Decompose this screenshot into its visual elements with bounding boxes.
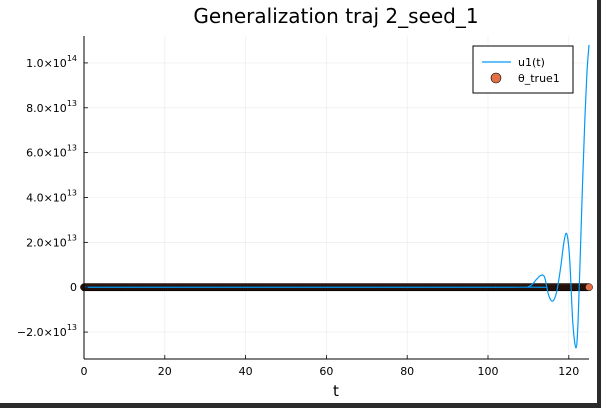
theta-true1-point [585,283,593,292]
x-tick-label: 0 [81,365,88,378]
y-tick-label: 2.0×1013 [26,233,77,249]
x-axis-label: t [333,382,339,400]
x-tick-label: 60 [319,365,333,378]
x-tick-label: 80 [400,365,414,378]
data-layer [80,44,593,349]
x-tick-label: 120 [558,365,579,378]
y-tick-label: 6.0×1013 [26,144,77,160]
u1-line [83,44,590,349]
x-tick-label: 100 [478,365,499,378]
legend-marker-swatch [490,72,502,84]
x-tick-label: 20 [158,365,172,378]
y-tick-label: 0 [70,281,77,294]
y-tick-label: 8.0×1013 [26,99,77,115]
legend-label-u1: u1(t) [518,56,545,69]
y-tick-label: 1.0×1014 [26,54,77,70]
legend: u1(t) θ_true1 [472,45,574,94]
legend-label-theta-true1: θ_true1 [518,72,560,85]
legend-box [472,45,574,94]
chart-title: Generalization traj 2_seed_1 [193,4,478,28]
y-tick-label: 4.0×1013 [26,189,77,205]
tick-layer: 0 20 40 60 80 100 120 −2.0×1013 0 2.0×1013 4.0×101… [17,54,579,378]
x-tick-label: 40 [239,365,253,378]
y-tick-label: −2.0×1013 [17,323,77,339]
